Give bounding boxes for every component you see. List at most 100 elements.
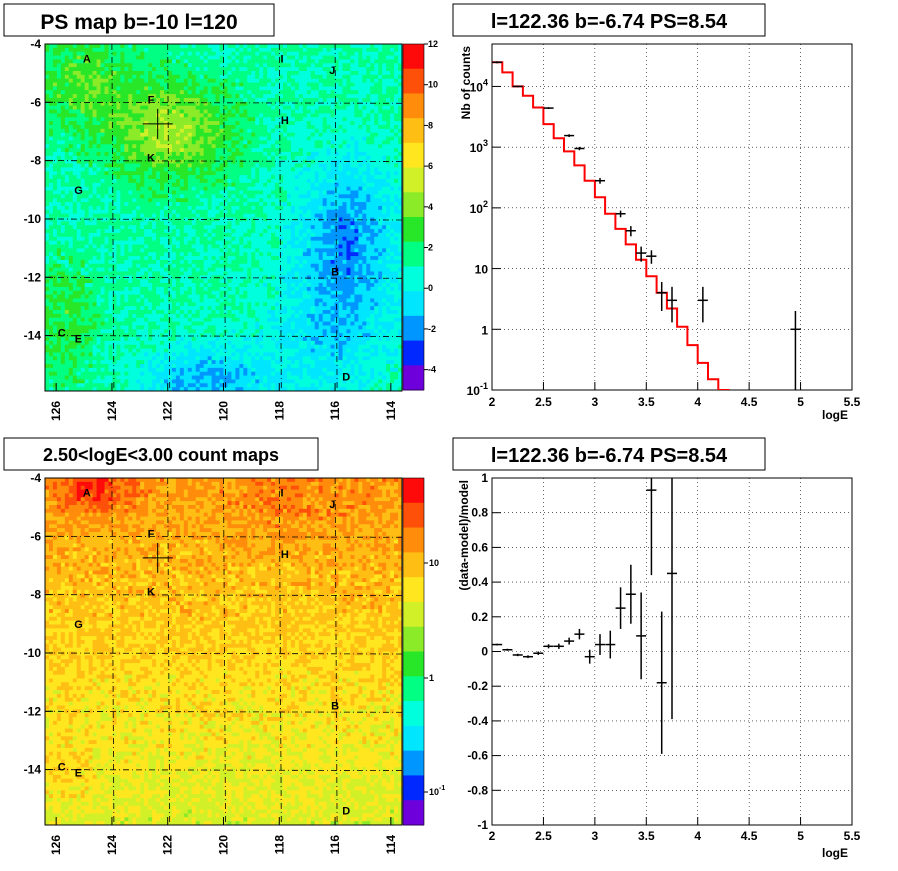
heat-cell [45,97,50,103]
heat-cell [100,124,105,130]
heat-cell [108,128,113,134]
heat-cell [116,63,121,68]
heat-cell [88,163,93,168]
heat-cell [275,252,280,257]
heat-cell [283,101,288,107]
heat-cell [398,47,403,53]
heat-cell [267,136,272,141]
heat-cell [207,190,212,195]
heat-cell [48,74,54,80]
heat-cell [207,44,212,49]
heat-cell [338,101,343,107]
heat-cell [350,113,355,118]
heat-cell [302,140,308,145]
heat-cell [156,140,161,145]
heat-cell [104,86,109,91]
heat-cell [243,144,248,149]
heat-cell [322,55,328,60]
heat-cell [124,194,129,199]
heat-cell [100,70,105,76]
heat-cell [398,171,403,176]
heat-cell [223,144,228,149]
heat-cell [136,198,141,203]
heat-cell [239,209,244,215]
heat-cell [203,59,209,64]
heat-cell [88,86,93,91]
heat-cell [279,132,284,137]
heat-cell [80,198,86,203]
heat-cell [318,124,324,130]
heat-cell [251,113,256,118]
heat-cell [64,175,70,180]
heat-cell [279,175,284,180]
heat-cell [167,252,173,257]
heat-cell [346,109,351,114]
heat-cell [183,167,189,172]
heat-cell [286,229,292,234]
heat-cell [235,240,240,245]
heat-cell [334,236,339,242]
heat-cell [267,105,272,110]
heat-cell [370,51,375,56]
heat-cell [239,232,244,238]
heat-cell [294,74,300,80]
heat-cell [108,221,113,226]
heat-cell [183,205,189,211]
heat-cell [112,163,117,168]
heat-cell [124,198,129,203]
heat-cell [116,252,121,257]
heat-cell [326,94,331,99]
heat-cell [160,225,165,230]
heat-cell [132,78,137,83]
heat-cell [398,209,403,215]
heat-cell [175,74,181,80]
heat-cell [156,101,161,107]
heat-cell [175,117,181,122]
heat-cell [104,167,109,172]
heat-cell [203,221,209,226]
heat-cell [203,178,209,184]
heat-cell [366,221,371,226]
heat-cell [108,209,113,215]
heat-cell [394,178,399,184]
heat-cell [80,229,86,234]
heat-cell [279,124,284,130]
heat-cell [298,194,304,199]
heat-cell [263,128,268,134]
heat-cell [187,128,193,134]
heat-cell [386,205,391,211]
heat-cell [294,213,300,218]
heat-cell [358,128,363,134]
heat-cell [326,171,331,176]
heat-cell [378,97,383,103]
heat-cell [362,186,367,191]
heat-cell [164,70,169,76]
heat-cell [279,74,284,80]
heat-cell [386,78,391,83]
heat-cell [354,244,359,249]
heat-cell [195,51,201,56]
heat-cell [167,140,173,145]
heat-cell [302,171,308,176]
heat-cell [286,213,292,218]
heat-cell [64,209,70,215]
heat-cell [294,178,300,184]
heat-cell [227,59,232,64]
heat-cell [179,221,185,226]
heat-cell [326,229,331,234]
heat-cell [179,236,185,242]
heat-cell [338,70,343,76]
heat-cell [330,47,335,53]
heat-cell [283,163,288,168]
heat-cell [283,70,288,76]
heat-cell [271,117,276,122]
heat-cell [302,113,308,118]
heat-cell [199,109,205,114]
heat-cell [92,144,97,149]
heat-cell [378,47,383,53]
heat-cell [45,113,50,118]
heat-cell [88,105,93,110]
heat-cell [88,90,93,95]
heat-cell [354,67,359,72]
heat-cell [124,178,129,184]
